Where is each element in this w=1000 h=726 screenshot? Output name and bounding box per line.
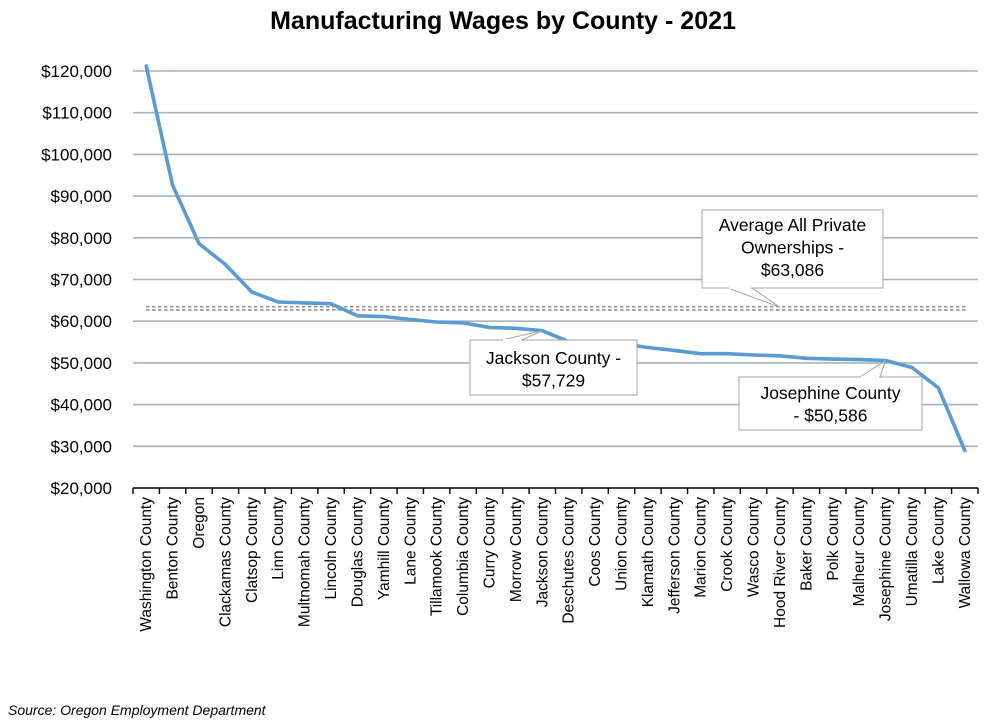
y-tick-label: $30,000 [51,437,112,456]
data-point [487,325,492,330]
y-tick-label: $100,000 [41,145,112,164]
data-point [857,357,861,362]
callout-text: $57,729 [522,371,585,391]
y-tick-label: $40,000 [51,396,112,415]
data-point [144,64,148,68]
y-tick-label: $120,000 [41,62,112,81]
callout-leader [501,330,543,341]
y-tick-label: $20,000 [51,479,112,498]
x-tick-label: Columbia County [455,497,472,616]
data-point [725,352,729,356]
callout-text: $63,086 [761,260,824,280]
callout-leader [727,287,781,308]
x-tick-label: Yamhill County [376,497,393,600]
x-tick-label: Coos County [587,497,604,587]
data-point [329,302,333,306]
x-tick-label: Lake County [930,497,947,584]
callout: Jackson County - $57,729 [469,330,638,396]
source-note: Source: Oregon Employment Department [8,702,267,718]
gridlines [133,70,978,448]
data-point [804,356,808,360]
data-point [672,348,676,352]
callout: Average All Private Ownerships -$63,086 [701,209,884,308]
callout-box [469,339,638,396]
data-point [171,183,175,187]
data-point [646,345,650,350]
callout-text: - $50,586 [794,406,868,426]
x-tick-label: Oregon [191,497,208,549]
x-tick-label: Malheur County [851,497,868,607]
x-tick-label: Umatilla County [904,497,921,607]
y-axis-labels: $20,000 $30,000 $40,000 $50,000 $60,000 $70,0… [41,62,112,498]
data-point [461,321,465,325]
x-tick-label: Lincoln County [323,497,340,600]
x-tick-label: Tillamook County [429,497,446,616]
data-point [910,365,914,370]
data-point [778,354,782,358]
x-tick-label: Josephine County [878,497,895,621]
x-tick-label: Hood River County [772,497,789,628]
x-tick-label: Morrow County [508,497,525,602]
x-tick-label: Jefferson County [666,497,683,614]
chart-title: Manufacturing Wages by County - 2021 [270,7,736,35]
x-tick-label: Wallowa County [957,497,974,609]
x-tick-label: Curry County [481,497,498,589]
callout-text: Jackson County - [486,348,621,368]
data-point [831,357,835,361]
data-point [382,315,386,319]
data-point [936,386,940,390]
data-point [276,300,280,304]
callout-text: Average All Private [719,215,867,235]
y-tick-label: $110,000 [42,104,112,123]
data-point [435,320,439,324]
reference-line-layer [146,306,966,311]
x-axis [132,487,979,494]
callout-box [701,209,884,289]
data-point [223,262,228,267]
data-point [408,317,412,322]
data-point [514,326,518,330]
x-tick-label: Lane County [402,497,419,585]
x-tick-label: Wasco County [746,497,763,597]
x-tick-label: Jackson County [534,497,551,608]
x-axis-labels: Washington County Benton County Oregon Clac… [138,497,974,632]
x-tick-label: Clatsop County [244,497,261,603]
data-point [963,448,967,453]
callout: Josephine County - $50,586 [738,359,923,431]
y-tick-label: $90,000 [51,187,112,206]
x-tick-label: Benton County [165,497,182,600]
x-tick-label: Deschutes County [561,497,578,624]
data-point [250,290,254,294]
callout-text: Ownerships - [741,238,844,258]
x-tick-label: Union County [614,497,631,591]
x-tick-label: Marion County [693,497,710,598]
x-tick-label: Polk County [825,497,842,581]
data-point [303,301,307,305]
x-tick-label: Klamath County [640,497,657,608]
x-tick-label: Douglas County [349,497,366,608]
x-tick-label: Crook County [719,497,736,592]
y-tick-label: $50,000 [51,354,112,373]
x-tick-label: Washington County [138,497,155,632]
y-tick-label: $80,000 [51,229,112,248]
x-tick-label: Clackamas County [217,497,234,627]
y-tick-label: $60,000 [51,312,112,331]
y-tick-label: $70,000 [51,271,112,290]
data-point [699,352,703,356]
series-line [144,64,967,453]
data-point [197,242,201,246]
callouts: Average All Private Ownerships -$63,086 Ja… [469,209,923,431]
callout-box [738,376,923,431]
x-tick-label: Linn County [270,497,287,580]
x-tick-label: Baker County [798,497,815,591]
callout-text: Josephine County [760,383,900,403]
x-tick-label: Multnomah County [297,497,314,627]
data-point [355,314,360,318]
data-point [751,353,756,357]
callout-leader [859,359,887,378]
